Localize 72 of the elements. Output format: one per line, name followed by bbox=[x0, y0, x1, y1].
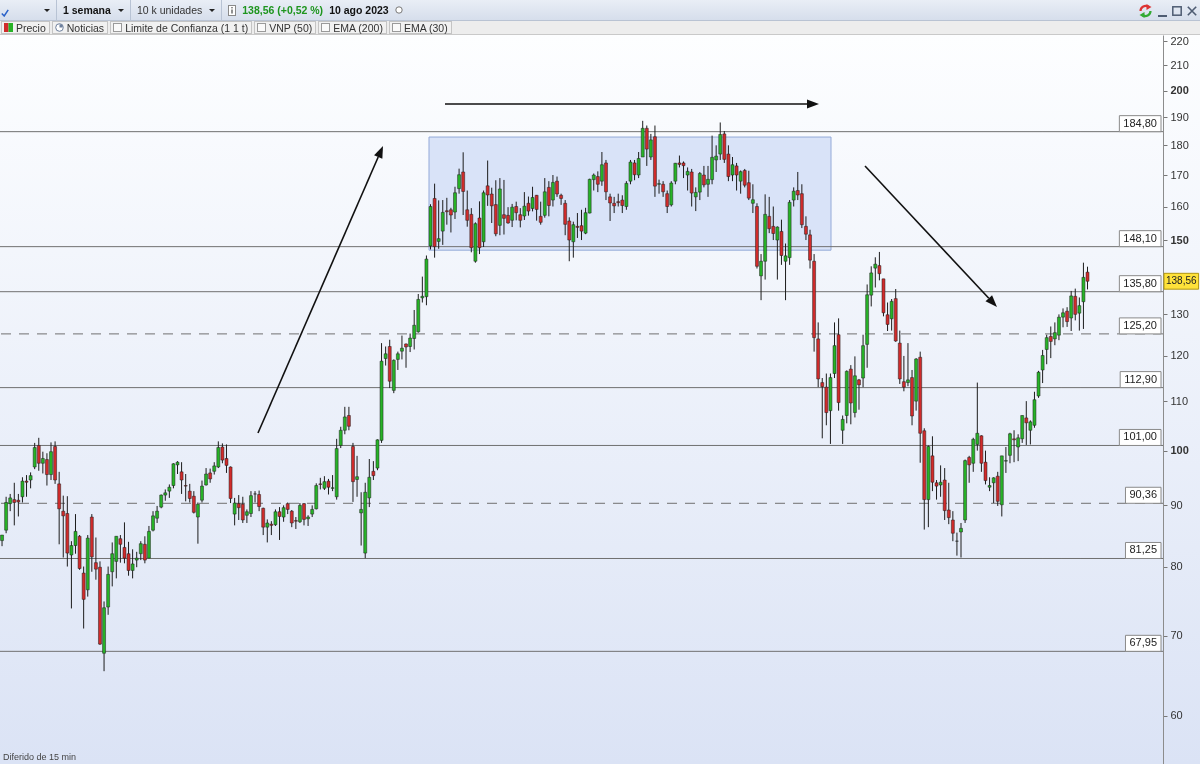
candlestick bbox=[959, 522, 963, 559]
ref-line-label: 81,25 bbox=[1129, 543, 1157, 556]
y-tick-label: 220 bbox=[1170, 34, 1189, 47]
dropdown: 10 k unidades bbox=[130, 0, 223, 20]
candlestick bbox=[636, 151, 641, 179]
ref-line-label: 101,00 bbox=[1123, 430, 1157, 443]
candlestick bbox=[1049, 325, 1053, 359]
y-tick-label: 200 bbox=[1170, 84, 1189, 97]
dropdown: 1 semana bbox=[57, 0, 131, 20]
candlestick bbox=[45, 452, 49, 487]
candlestick bbox=[436, 199, 441, 250]
toggle-button: EMA (30) bbox=[388, 21, 452, 34]
y-tick-label: 60 bbox=[1170, 709, 1183, 722]
y-tick-label: 180 bbox=[1170, 138, 1189, 151]
toggle-button: EMA (200) bbox=[318, 21, 387, 34]
candlestick bbox=[183, 473, 188, 502]
text: 10 ago 2023 bbox=[329, 4, 389, 16]
candlestick bbox=[441, 199, 445, 246]
annotation: 138,56 bbox=[1166, 275, 1198, 287]
candlestick bbox=[241, 496, 245, 524]
candlestick bbox=[1024, 400, 1029, 446]
candlestick bbox=[543, 177, 547, 219]
y-tick-label: 190 bbox=[1170, 110, 1189, 123]
candlestick bbox=[575, 212, 580, 239]
candlestick bbox=[24, 474, 29, 498]
ref-line-label: 90,36 bbox=[1129, 488, 1157, 501]
y-tick-label: 160 bbox=[1170, 200, 1189, 213]
ref-line-label: 184,80 bbox=[1123, 116, 1157, 129]
annotation: Diferido de 15 min bbox=[3, 752, 77, 762]
candlestick bbox=[302, 502, 306, 526]
candlestick bbox=[143, 535, 147, 564]
y-tick-label: 100 bbox=[1170, 444, 1189, 457]
y-tick-label: 130 bbox=[1170, 307, 1189, 320]
y-tick-label: 210 bbox=[1170, 58, 1189, 71]
candlestick bbox=[530, 186, 535, 212]
toggle-button: Limite de Confianza (1 1 t) bbox=[110, 21, 253, 34]
candlestick bbox=[277, 506, 282, 541]
candlestick bbox=[1073, 288, 1078, 321]
toggle-button: Noticias bbox=[51, 21, 109, 34]
toggle-button: VNP (50) bbox=[254, 21, 317, 34]
ref-line-label: 112,90 bbox=[1124, 372, 1157, 385]
candlestick bbox=[236, 494, 241, 521]
ref-line-label: 148,10 bbox=[1123, 231, 1157, 244]
candlestick bbox=[502, 179, 506, 236]
y-tick-label: 80 bbox=[1170, 560, 1183, 573]
candlestick bbox=[632, 159, 637, 181]
candlestick bbox=[1012, 429, 1016, 463]
y-tick-label: 70 bbox=[1170, 629, 1183, 642]
candlestick bbox=[734, 162, 739, 192]
ref-line-label: 135,80 bbox=[1123, 276, 1157, 289]
candlestick bbox=[37, 437, 41, 472]
ref-line-label: 125,20 bbox=[1123, 318, 1157, 331]
text: 138,56 (+0,52 %) bbox=[242, 4, 324, 16]
candlestick bbox=[645, 125, 649, 167]
candlestick bbox=[32, 442, 37, 470]
candlestick bbox=[347, 406, 351, 431]
ref-line-label: 67,95 bbox=[1129, 636, 1157, 649]
candlestick bbox=[1069, 290, 1073, 332]
y-tick-label: 150 bbox=[1170, 233, 1189, 246]
y-tick-label: 170 bbox=[1170, 168, 1189, 181]
candlestick bbox=[571, 221, 576, 259]
y-tick-label: 120 bbox=[1170, 349, 1189, 362]
candlestick bbox=[0, 534, 4, 547]
y-tick-label: 110 bbox=[1170, 394, 1189, 407]
candlestick bbox=[689, 168, 694, 208]
candlestick bbox=[579, 209, 584, 241]
candlestick bbox=[12, 482, 17, 526]
y-tick-label: 90 bbox=[1170, 498, 1183, 511]
candlestick bbox=[510, 203, 514, 228]
candlestick bbox=[130, 548, 135, 579]
candlestick bbox=[139, 540, 143, 561]
toggle-button: Precio bbox=[1, 21, 50, 34]
